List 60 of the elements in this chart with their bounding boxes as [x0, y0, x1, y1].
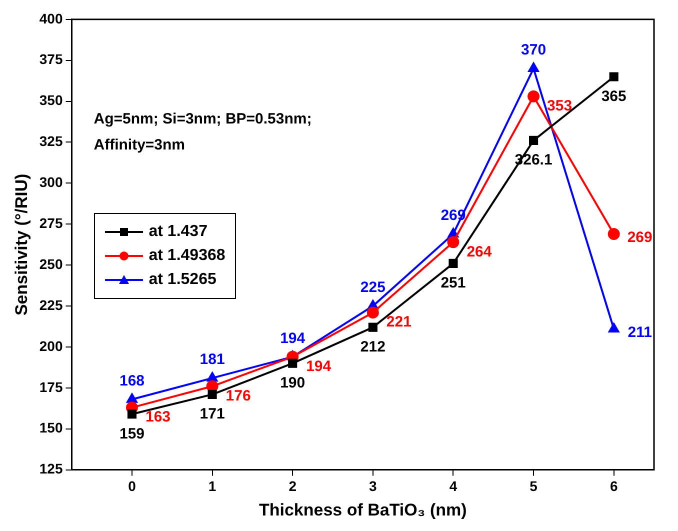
legend-label: at 1.437 — [148, 222, 208, 242]
point — [127, 410, 137, 419]
x-tick-label: 1 — [208, 478, 216, 494]
point — [208, 390, 217, 399]
point — [609, 72, 618, 82]
data-label: 171 — [200, 406, 225, 423]
y-tick-label: 350 — [39, 92, 63, 108]
y-tick-label: 225 — [39, 296, 63, 313]
data-label: 365 — [601, 88, 626, 105]
data-label: 176 — [226, 387, 251, 404]
point — [126, 393, 138, 403]
annotation: Ag=5nm; Si=3nm; BP=0.53nm; — [94, 110, 312, 128]
y-tick-label: 150 — [39, 420, 63, 436]
data-label: 194 — [306, 358, 332, 375]
x-tick-label: 4 — [449, 478, 458, 494]
data-label: 251 — [440, 274, 466, 292]
legend-label: at 1.49368 — [148, 246, 226, 266]
point — [448, 258, 458, 268]
point — [608, 228, 620, 240]
y-axis-title: Sensitivity (°/RIU) — [12, 174, 31, 316]
y-tick-label: 300 — [39, 174, 63, 190]
data-label: 370 — [521, 42, 546, 59]
point — [608, 322, 620, 332]
data-label: 168 — [119, 372, 145, 390]
data-label: 211 — [628, 324, 652, 342]
y-tick-label: 125 — [39, 460, 63, 477]
point — [206, 372, 218, 382]
data-label: 190 — [280, 374, 306, 392]
data-label: 264 — [466, 243, 492, 260]
data-label: 181 — [200, 351, 225, 368]
data-label: 353 — [547, 98, 572, 115]
point — [366, 306, 379, 319]
x-tick-label: 3 — [369, 478, 378, 494]
point — [447, 236, 460, 248]
y-tick-label: 400 — [39, 10, 63, 26]
y-tick-label: 200 — [39, 338, 63, 354]
y-tick-label: 375 — [39, 51, 63, 68]
data-label: 194 — [280, 330, 306, 347]
data-label: 159 — [119, 425, 145, 442]
y-tick-label: 275 — [39, 214, 63, 231]
point — [529, 136, 538, 145]
data-label: 212 — [360, 338, 386, 356]
y-tick-label: 175 — [39, 378, 63, 395]
x-tick-label: 0 — [128, 478, 136, 494]
x-tick-label: 2 — [288, 478, 297, 494]
data-label: 221 — [386, 314, 412, 331]
data-label: 163 — [145, 408, 171, 426]
data-label: 269 — [627, 229, 652, 246]
annotation: Affinity=3nm — [94, 136, 186, 154]
data-label: 225 — [360, 279, 386, 296]
y-tick-label: 325 — [39, 133, 63, 150]
legend-label: at 1.5265 — [148, 270, 216, 290]
point — [368, 322, 378, 332]
x-axis-title: Thickness of BaTiO₃ (nm) — [258, 500, 467, 520]
y-tick-label: 250 — [39, 256, 63, 272]
x-tick-label: 5 — [530, 478, 538, 494]
point — [528, 90, 540, 102]
point — [288, 358, 298, 368]
point — [528, 62, 539, 72]
x-tick-label: 6 — [610, 478, 618, 494]
